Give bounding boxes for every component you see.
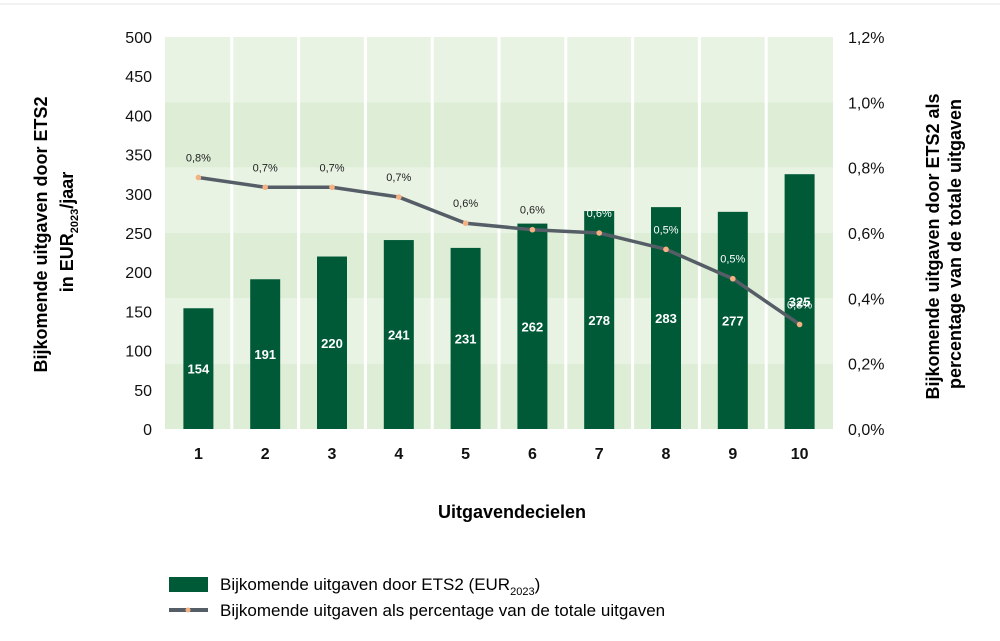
percentage-point	[462, 220, 469, 226]
percentage-label: 0,3%	[787, 299, 812, 311]
x-tick-label: 1	[194, 446, 203, 463]
right-axis-title: Bijkomende uitgaven door ETS2 als percen…	[923, 88, 965, 399]
left-tick-label: 350	[125, 148, 152, 165]
left-tick-label: 500	[125, 30, 152, 47]
bar-decile-4	[383, 240, 414, 429]
percentage-point	[329, 184, 335, 191]
right-tick-label: 0,8%	[848, 161, 884, 178]
percentage-label: 0,7%	[386, 172, 411, 184]
bar-value-label: 154	[188, 362, 210, 377]
right-tick-label: 0,2%	[848, 357, 884, 374]
bar-value-label: 231	[455, 331, 477, 346]
bar-value-label: 325	[789, 295, 811, 310]
percentage-label: 0,7%	[253, 162, 278, 174]
percentage-label: 0,8%	[186, 152, 211, 164]
x-axis-title: Uitgavendecielen	[438, 502, 586, 522]
left-tick-label: 200	[125, 265, 152, 282]
right-tick-label: 0,0%	[848, 422, 884, 439]
percentage-point	[730, 275, 736, 282]
right-tick-label: 0,4%	[848, 291, 884, 308]
percentage-point	[663, 246, 669, 253]
right-axis-title-line2: percentage van de totale uitgaven	[945, 99, 965, 389]
bar-value-label: 191	[254, 347, 276, 362]
percentage-label: 0,7%	[319, 162, 344, 174]
right-tick-label: 1,2%	[848, 30, 884, 47]
bar-decile-10	[784, 174, 815, 429]
bar-decile-7	[584, 211, 615, 429]
left-tick-label: 400	[125, 108, 152, 125]
left-axis-title: Bijkomende uitgaven door ETS2 in EUR2023…	[31, 91, 81, 372]
percentage-label: 0,6%	[520, 205, 545, 217]
percentage-line	[196, 175, 802, 327]
left-tick-label: 50	[134, 383, 152, 400]
percentage-point	[262, 184, 269, 191]
legend-line-label: Bijkomende uitgaven als percentage van d…	[220, 601, 665, 620]
right-tick-label: 1,0%	[848, 95, 884, 112]
left-tick-label: 0	[143, 422, 152, 439]
x-tick-label: 7	[595, 446, 604, 463]
right-axis-ticks: 0,0% 0,2% 0,4% 0,6% 0,8% 1,0% 1,2%	[848, 30, 884, 439]
legend-bar-swatch	[169, 577, 208, 592]
percentage-label: 0,6%	[453, 198, 478, 210]
left-axis-title-line1: Bijkomende uitgaven door ETS2	[31, 96, 51, 372]
bar-decile-6	[517, 223, 548, 429]
left-tick-label: 450	[125, 69, 152, 86]
x-tick-label: 2	[261, 446, 270, 463]
percentage-label: 0,5%	[720, 254, 745, 266]
bar-value-label: 278	[588, 313, 610, 328]
bar-value-label: 277	[722, 313, 744, 328]
percentage-point	[396, 194, 402, 200]
percentage-point	[796, 321, 803, 328]
left-tick-label: 300	[125, 187, 152, 204]
line-series: 0,8% 0,7% 0,7% 0,7% 0,6% 0,6% 0,6% 0,5% 0,5% 0,3%	[186, 152, 812, 328]
percentage-label: 0,5%	[653, 224, 678, 236]
x-tick-label: 10	[791, 446, 809, 463]
x-axis-ticks: 1 2 3 4 5 6 7 8 9 10	[194, 446, 809, 463]
bar-series: 154 191 220 241 231 262 278 283 277 325	[183, 174, 815, 429]
x-tick-label: 5	[461, 446, 470, 463]
x-tick-label: 4	[394, 446, 403, 463]
left-tick-label: 100	[125, 344, 152, 361]
legend: Bijkomende uitgaven door ETS2 (EUR2023) …	[169, 575, 665, 620]
left-axis-ticks: 0 50 100 150 200 250 300 350 400 450 500	[125, 30, 152, 439]
bar-decile-9	[717, 211, 748, 429]
bar-decile-8	[651, 207, 681, 429]
x-tick-label: 6	[528, 446, 537, 463]
bar-decile-5	[450, 247, 481, 429]
x-tick-label: 8	[662, 446, 671, 463]
left-tick-label: 250	[125, 226, 152, 243]
left-axis-title-line2: in EUR2023/jaar	[57, 172, 81, 293]
left-tick-label: 150	[125, 304, 152, 321]
x-tick-label: 9	[728, 446, 737, 463]
bar-value-label: 241	[388, 328, 410, 343]
bar-value-label: 220	[321, 336, 343, 351]
percentage-point	[195, 174, 202, 181]
bar-decile-2	[250, 279, 281, 429]
bar-decile-3	[317, 256, 347, 429]
percentage-point	[529, 226, 536, 233]
right-tick-label: 0,6%	[848, 226, 884, 243]
bar-decile-1	[183, 308, 214, 429]
legend-line-marker	[185, 607, 191, 613]
legend-bar-label: Bijkomende uitgaven door ETS2 (EUR2023)	[220, 575, 540, 598]
right-axis-title-line1: Bijkomende uitgaven door ETS2 als	[923, 93, 943, 399]
x-tick-label: 3	[328, 446, 337, 463]
bar-value-label: 283	[655, 311, 677, 326]
percentage-label: 0,6%	[587, 208, 612, 220]
percentage-point	[596, 230, 602, 236]
bar-value-label: 262	[522, 319, 544, 334]
